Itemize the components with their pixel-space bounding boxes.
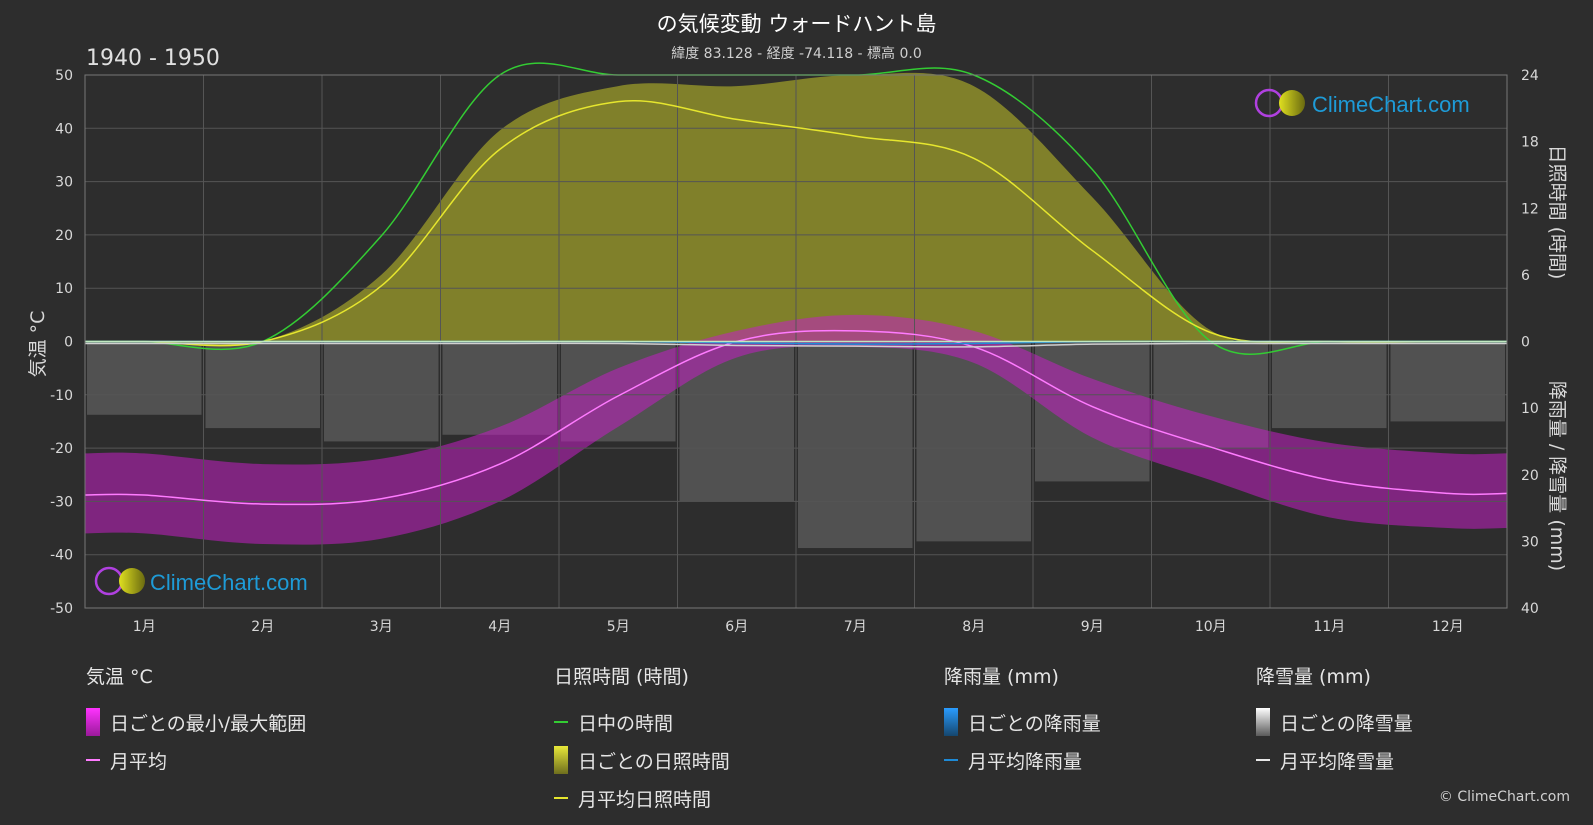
chart-title: の気候変動 ウォードハント島 xyxy=(656,12,937,36)
daylight-swatch xyxy=(554,721,568,723)
legend-daylight-label: 日中の時間 xyxy=(578,712,674,735)
legend-sun-header: 日照時間 (時間) xyxy=(554,666,689,688)
y-right-bottom-title: 降雨量 / 降雪量 (mm) xyxy=(1546,381,1568,571)
y-right-bottom-tick-label: 40 xyxy=(1521,601,1539,617)
legend-snow-daily-item: 日ごとの降雪量 xyxy=(1256,703,1413,741)
snow-mean-line xyxy=(84,342,1507,348)
y-right-top-tick-label: 12 xyxy=(1521,201,1539,217)
y-left-tick-label: -40 xyxy=(50,548,73,564)
snow-bar-12 xyxy=(1390,341,1505,422)
x-tick-label: 2月 xyxy=(251,619,274,635)
x-tick-label: 3月 xyxy=(370,619,393,635)
series-lines xyxy=(84,62,1508,506)
y-left-tick-label: 50 xyxy=(55,68,73,84)
snow-bar-3 xyxy=(324,341,439,442)
temp-mean-line xyxy=(84,329,1508,506)
legend-temp-mean-label: 月平均 xyxy=(110,750,168,773)
copyright: © ClimeChart.com xyxy=(1438,789,1570,805)
y-right-top-tick-label: 24 xyxy=(1521,68,1539,84)
y-left-tick-label: -30 xyxy=(50,494,73,510)
chart-subtitle: 緯度 83.128 - 経度 -74.118 - 標高 0.0 xyxy=(671,46,922,62)
legend-sun-daily-item: 日ごとの日照時間 xyxy=(554,741,730,779)
y-right-top-tick-label: 6 xyxy=(1521,268,1530,284)
rain-daily-swatch xyxy=(944,708,958,736)
y-right-top-tick-label: 18 xyxy=(1521,135,1539,151)
y-left-tick-label: -50 xyxy=(50,601,73,617)
x-tick-label: 4月 xyxy=(488,619,511,635)
logo-ring-icon xyxy=(1254,88,1284,118)
snow-mean-swatch xyxy=(1256,759,1270,761)
plot-frame xyxy=(84,74,1508,609)
x-tick-label: 11月 xyxy=(1313,619,1345,635)
y-right-bottom-tick-label: 10 xyxy=(1521,401,1539,417)
legend-rain-mean-item: 月平均降雨量 xyxy=(944,741,1101,779)
y-left-tick-label: 30 xyxy=(55,175,73,191)
y-left-tick-label: 10 xyxy=(55,281,73,297)
legend-snow-mean-label: 月平均降雪量 xyxy=(1280,750,1395,773)
legend-temp-range-label: 日ごとの最小/最大範囲 xyxy=(110,712,307,735)
legend-temp-header: 気温 °C xyxy=(86,666,153,688)
logo-sun-icon xyxy=(1279,90,1305,116)
x-tick-label: 8月 xyxy=(962,619,985,635)
y-left-tick-label: 20 xyxy=(55,228,73,244)
legend-temp-range-item: 日ごとの最小/最大範囲 xyxy=(86,703,306,741)
legend-temp-mean-item: 月平均 xyxy=(86,741,306,779)
x-tick-label: 6月 xyxy=(725,619,748,635)
sun-mean-swatch xyxy=(554,797,568,799)
period-label: 1940 - 1950 xyxy=(86,46,220,71)
legend-sunshine: 日照時間 (時間) 日中の時間 日ごとの日照時間 月平均日照時間 xyxy=(554,662,730,817)
y-left-tick-label: -10 xyxy=(50,388,73,404)
legend-temperature: 気温 °C 日ごとの最小/最大範囲 月平均 xyxy=(86,662,306,779)
legend-rain-header: 降雨量 (mm) xyxy=(944,666,1059,688)
snow-bar-11 xyxy=(1272,341,1387,429)
snow-bar-2 xyxy=(205,341,320,429)
watermark-logo-top: ClimeChart.com xyxy=(1254,88,1470,118)
snow-daily-swatch xyxy=(1256,708,1270,736)
axes: 50 40 30 20 10 0 -10 -20 -30 -40 -50 24 18 12 6 0 10 20 30… xyxy=(50,68,1539,635)
sun-daily-swatch xyxy=(554,746,568,774)
y-right-top-tick-label: 0 xyxy=(1521,335,1530,351)
legend-snow-header: 降雪量 (mm) xyxy=(1256,666,1371,688)
legend-sun-mean-label: 月平均日照時間 xyxy=(578,788,712,811)
logo-ring-icon xyxy=(94,566,124,596)
y-left-tick-label: -20 xyxy=(50,441,73,457)
watermark-text-top: ClimeChart.com xyxy=(1312,92,1470,117)
legend-rain: 降雨量 (mm) 日ごとの降雨量 月平均降雨量 xyxy=(944,662,1101,779)
x-tick-label: 5月 xyxy=(607,619,630,635)
legend-rain-mean-label: 月平均降雨量 xyxy=(968,750,1083,773)
y-right-bottom-tick-label: 20 xyxy=(1521,468,1539,484)
legend-sun-daily-label: 日ごとの日照時間 xyxy=(578,750,730,773)
legend-snow: 降雪量 (mm) 日ごとの降雪量 月平均降雪量 xyxy=(1256,662,1413,779)
x-tick-label: 1月 xyxy=(133,619,156,635)
x-tick-label: 10月 xyxy=(1195,619,1227,635)
rain-mean-swatch xyxy=(944,759,958,761)
y-left-tick-label: 0 xyxy=(64,335,73,351)
legend-snow-daily-label: 日ごとの降雪量 xyxy=(1280,712,1413,735)
watermark-text-bottom: ClimeChart.com xyxy=(150,570,308,595)
legend-snow-mean-item: 月平均降雪量 xyxy=(1256,741,1413,779)
legend-sun-mean-item: 月平均日照時間 xyxy=(554,779,730,817)
temp-mean-swatch xyxy=(86,759,100,761)
snow-bar-7 xyxy=(798,341,913,549)
y-right-top-title: 日照時間 (時間) xyxy=(1546,145,1568,280)
x-tick-label: 12月 xyxy=(1432,619,1464,635)
y-left-title: 気温 °C xyxy=(27,311,49,378)
temp-range-swatch xyxy=(86,708,100,736)
snow-bar-1 xyxy=(87,341,202,415)
watermark-logo-bottom: ClimeChart.com xyxy=(94,566,308,596)
x-tick-label: 7月 xyxy=(844,619,867,635)
x-tick-label: 9月 xyxy=(1081,619,1104,635)
legend-rain-daily-item: 日ごとの降雨量 xyxy=(944,703,1101,741)
legend-daylight-item: 日中の時間 xyxy=(554,703,730,741)
y-left-tick-label: 40 xyxy=(55,121,73,137)
logo-sun-icon xyxy=(119,568,145,594)
legend-rain-daily-label: 日ごとの降雨量 xyxy=(968,712,1101,735)
y-right-bottom-tick-label: 30 xyxy=(1521,534,1539,550)
